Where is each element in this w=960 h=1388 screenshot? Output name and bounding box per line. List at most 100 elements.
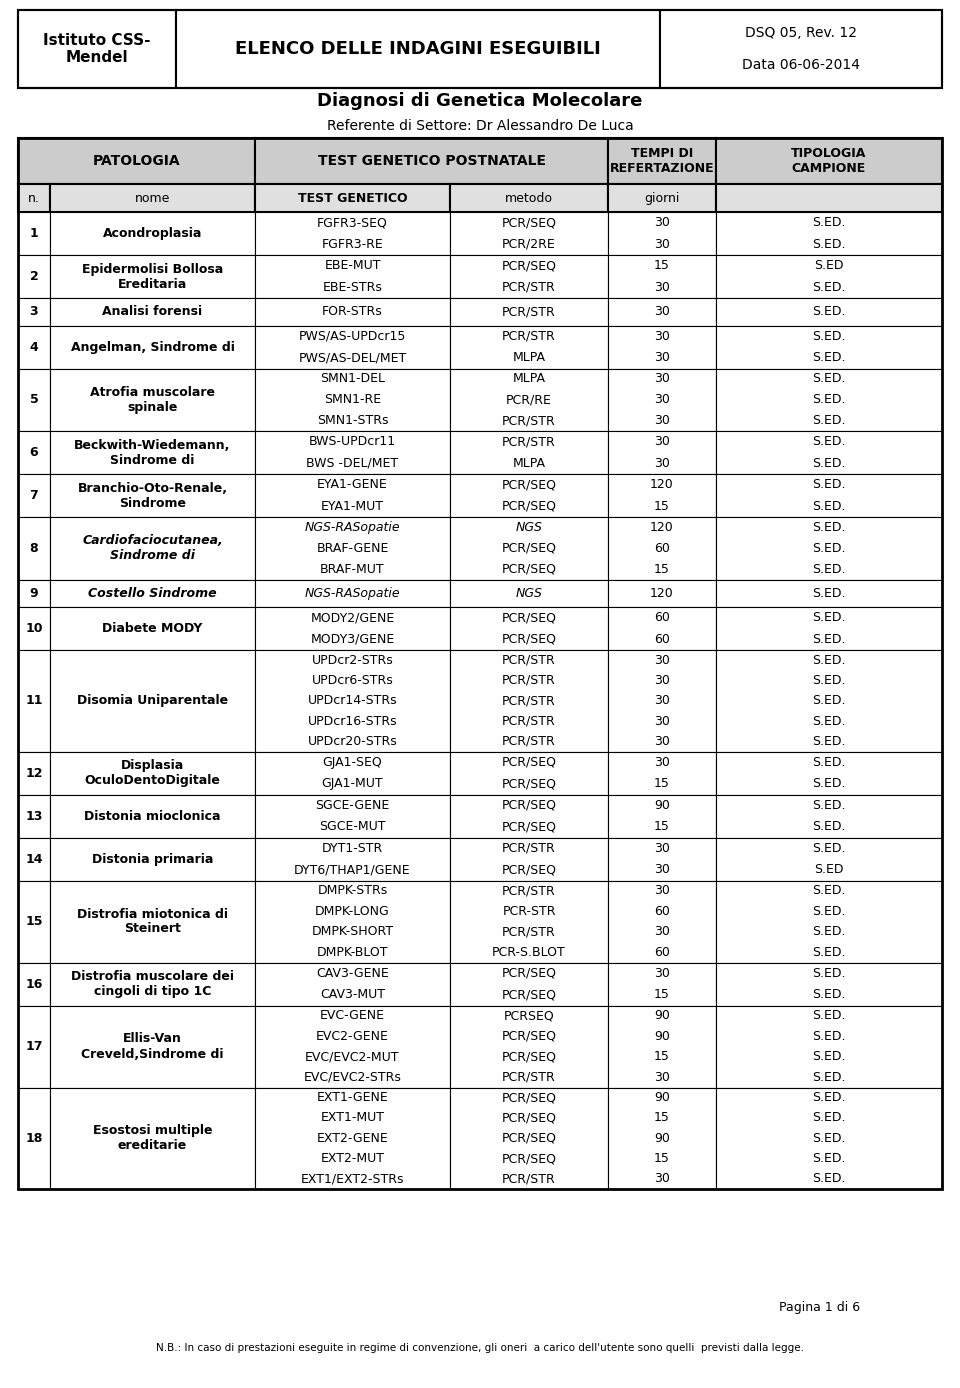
Bar xyxy=(716,751,942,794)
Text: PCR/SEQ: PCR/SEQ xyxy=(501,988,557,1001)
Bar xyxy=(716,607,942,650)
Bar xyxy=(50,473,255,516)
Text: Ellis-Van
Creveld,Sindrome di: Ellis-Van Creveld,Sindrome di xyxy=(82,1033,224,1060)
Text: n.: n. xyxy=(28,192,40,204)
Bar xyxy=(18,962,50,1005)
Bar xyxy=(716,432,942,473)
Bar xyxy=(255,1088,450,1190)
Bar xyxy=(18,751,50,794)
Text: EYA1-GENE: EYA1-GENE xyxy=(317,479,388,491)
Text: EXT1/EXT2-STRs: EXT1/EXT2-STRs xyxy=(300,1173,404,1185)
Text: SMN1-DEL: SMN1-DEL xyxy=(320,372,385,386)
Bar xyxy=(716,255,942,298)
Bar xyxy=(50,1005,255,1088)
Text: EBE-MUT: EBE-MUT xyxy=(324,260,381,272)
Text: 30: 30 xyxy=(654,884,670,897)
Bar xyxy=(608,1088,716,1190)
Text: 8: 8 xyxy=(30,541,38,555)
Bar xyxy=(50,185,255,212)
Text: PCR/STR: PCR/STR xyxy=(502,694,556,708)
Text: MLPA: MLPA xyxy=(513,457,545,469)
Text: MLPA: MLPA xyxy=(513,372,545,386)
Text: PCR/SEQ: PCR/SEQ xyxy=(501,611,557,625)
Text: N.B.: In caso di prestazioni eseguite in regime di convenzione, gli oneri  a car: N.B.: In caso di prestazioni eseguite in… xyxy=(156,1344,804,1353)
Text: PCR/STR: PCR/STR xyxy=(502,305,556,318)
Text: Distrofia muscolare dei
cingoli di tipo 1C: Distrofia muscolare dei cingoli di tipo … xyxy=(71,970,234,998)
Bar xyxy=(18,580,50,607)
Text: S.ED.: S.ED. xyxy=(812,841,846,855)
Text: PCR/SEQ: PCR/SEQ xyxy=(501,820,557,833)
Bar xyxy=(255,1005,450,1088)
Text: 90: 90 xyxy=(654,1131,670,1145)
Bar xyxy=(255,962,450,1005)
Text: S.ED.: S.ED. xyxy=(812,372,846,386)
Text: S.ED.: S.ED. xyxy=(812,734,846,748)
Text: S.ED: S.ED xyxy=(814,260,844,272)
Text: EXT1-GENE: EXT1-GENE xyxy=(317,1091,389,1103)
Text: PCR-S.BLOT: PCR-S.BLOT xyxy=(492,945,565,959)
Text: PCR/STR: PCR/STR xyxy=(502,414,556,428)
Bar xyxy=(255,794,450,837)
Text: EVC2-GENE: EVC2-GENE xyxy=(316,1030,389,1042)
Text: S.ED.: S.ED. xyxy=(812,280,846,294)
Bar xyxy=(716,1088,942,1190)
Text: S.ED.: S.ED. xyxy=(812,351,846,364)
Bar xyxy=(608,473,716,516)
Text: 30: 30 xyxy=(654,351,670,364)
Text: Istituto CSS-
Mendel: Istituto CSS- Mendel xyxy=(43,33,151,65)
Bar xyxy=(450,962,608,1005)
Bar xyxy=(716,794,942,837)
Bar xyxy=(660,10,942,87)
Text: 30: 30 xyxy=(654,1070,670,1084)
Text: PCR/SEQ: PCR/SEQ xyxy=(501,260,557,272)
Text: 60: 60 xyxy=(654,611,670,625)
Bar xyxy=(50,794,255,837)
Text: S.ED.: S.ED. xyxy=(812,1030,846,1042)
Text: UPDcr16-STRs: UPDcr16-STRs xyxy=(308,715,397,727)
Bar xyxy=(608,794,716,837)
Text: Distrofia miotonica di
Steinert: Distrofia miotonica di Steinert xyxy=(77,908,228,936)
Text: S.ED.: S.ED. xyxy=(812,414,846,428)
Text: EVC/EVC2-STRs: EVC/EVC2-STRs xyxy=(303,1070,401,1084)
Text: PCR/SEQ: PCR/SEQ xyxy=(501,217,557,229)
Text: 120: 120 xyxy=(650,520,674,534)
Bar xyxy=(716,880,942,962)
Text: 30: 30 xyxy=(654,414,670,428)
Text: 15: 15 xyxy=(654,500,670,512)
Bar xyxy=(18,10,942,87)
Text: PCR/STR: PCR/STR xyxy=(502,1173,556,1185)
Bar xyxy=(608,137,716,185)
Text: S.ED.: S.ED. xyxy=(812,798,846,812)
Text: TEST GENETICO: TEST GENETICO xyxy=(298,192,407,204)
Text: 90: 90 xyxy=(654,798,670,812)
Bar xyxy=(255,432,450,473)
Text: S.ED.: S.ED. xyxy=(812,541,846,555)
Text: 30: 30 xyxy=(654,863,670,876)
Bar xyxy=(50,298,255,326)
Text: Cardiofaciocutanea,
Sindrome di: Cardiofaciocutanea, Sindrome di xyxy=(83,534,223,562)
Text: 15: 15 xyxy=(654,820,670,833)
Text: MLPA: MLPA xyxy=(513,351,545,364)
Text: 30: 30 xyxy=(654,393,670,407)
Bar xyxy=(18,368,50,432)
Text: 60: 60 xyxy=(654,541,670,555)
Text: PCR/SEQ: PCR/SEQ xyxy=(501,541,557,555)
Text: PCRSEQ: PCRSEQ xyxy=(504,1009,554,1022)
Text: FOR-STRs: FOR-STRs xyxy=(323,305,383,318)
Text: 120: 120 xyxy=(650,479,674,491)
Bar xyxy=(255,255,450,298)
Text: 1: 1 xyxy=(30,228,38,240)
Bar xyxy=(716,326,942,368)
Text: S.ED.: S.ED. xyxy=(812,237,846,251)
Text: TEMPI DI
REFERTAZIONE: TEMPI DI REFERTAZIONE xyxy=(610,147,714,175)
Text: 6: 6 xyxy=(30,446,38,459)
Bar xyxy=(608,212,716,255)
Text: S.ED.: S.ED. xyxy=(812,562,846,576)
Text: S.ED.: S.ED. xyxy=(812,500,846,512)
Bar xyxy=(18,137,255,185)
Text: PCR/STR: PCR/STR xyxy=(502,926,556,938)
Text: 30: 30 xyxy=(654,694,670,708)
Bar xyxy=(716,137,942,185)
Text: S.ED.: S.ED. xyxy=(812,988,846,1001)
Text: 3: 3 xyxy=(30,305,38,318)
